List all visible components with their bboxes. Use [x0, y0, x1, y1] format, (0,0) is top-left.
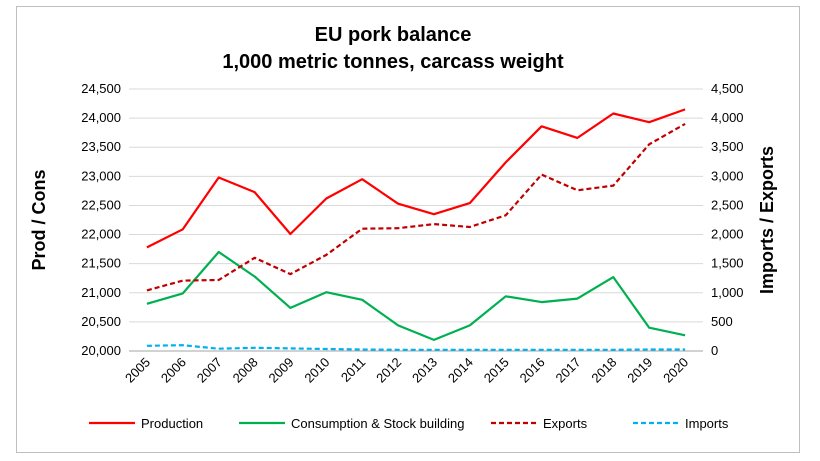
y-left-tick-label: 22,500	[81, 197, 121, 212]
legend: Production Consumption & Stock building Ex…	[89, 416, 729, 431]
x-tick-label: 2014	[445, 355, 476, 386]
series-line-consumption-stock-building	[146, 250, 686, 341]
gridlines	[129, 88, 703, 323]
legend-entry: Imports	[685, 416, 729, 431]
x-tick-label: 2009	[266, 355, 297, 386]
y-right-tick-label: 2,500	[711, 197, 744, 212]
x-tick-label: 2011	[338, 355, 368, 385]
chart-title: EU pork balance	[315, 24, 472, 46]
y-left-tick-label: 20,500	[81, 314, 121, 329]
y-left-tick-label: 24,500	[81, 81, 121, 96]
x-tick-label: 2005	[122, 355, 153, 386]
x-tick-label: 2016	[517, 355, 548, 386]
y-axis-label-left: Prod / Cons	[29, 169, 49, 270]
series-lines	[146, 108, 686, 351]
y-axis-label-right: Imports / Exports	[757, 146, 777, 294]
series-line-exports	[146, 122, 686, 292]
y-left-tick-label: 23,500	[81, 139, 121, 154]
x-tick-label: 2020	[660, 355, 691, 386]
y-left-tick-label: 22,000	[81, 227, 121, 242]
legend-entry: Exports	[543, 416, 588, 431]
x-tick-label: 2019	[624, 355, 655, 386]
y-right-tick-label: 1,500	[711, 256, 744, 271]
y-left-tick-label: 23,000	[81, 168, 121, 183]
line-chart: EU pork balance 1,000 metric tonnes, car…	[29, 24, 777, 431]
tick-labels: 20,000 20,500 21,000 21,500 22,000 22,500 23,0…	[81, 81, 743, 386]
x-tick-label: 2012	[373, 355, 404, 386]
y-left-tick-label: 24,000	[81, 110, 121, 125]
x-tick-label: 2015	[481, 355, 512, 386]
series-line-imports	[146, 344, 686, 351]
y-left-tick-label: 21,000	[81, 285, 121, 300]
y-right-tick-label: 1,000	[711, 285, 744, 300]
y-right-tick-label: 0	[711, 343, 718, 358]
x-tick-label: 2006	[158, 355, 189, 386]
y-left-tick-label: 20,000	[81, 343, 121, 358]
y-right-tick-label: 3,500	[711, 139, 744, 154]
legend-entry: Consumption & Stock building	[291, 416, 464, 431]
y-right-tick-label: 2,000	[711, 227, 744, 242]
series-line-production	[146, 108, 686, 249]
x-tick-label: 2018	[588, 355, 619, 386]
y-left-tick-label: 21,500	[81, 256, 121, 271]
y-right-tick-label: 500	[711, 314, 733, 329]
chart-frame: EU pork balance 1,000 metric tonnes, car…	[16, 6, 800, 453]
x-tick-label: 2017	[553, 355, 584, 386]
x-tick-label: 2008	[230, 355, 261, 386]
legend-entry: Production	[141, 416, 203, 431]
x-tick-label: 2013	[409, 355, 440, 386]
x-tick-label: 2007	[194, 355, 225, 386]
y-right-tick-label: 3,000	[711, 168, 744, 183]
x-tick-label: 2010	[301, 355, 332, 386]
chart-subtitle: 1,000 metric tonnes, carcass weight	[222, 51, 564, 73]
y-right-tick-label: 4,500	[711, 81, 744, 96]
y-right-tick-label: 4,000	[711, 110, 744, 125]
